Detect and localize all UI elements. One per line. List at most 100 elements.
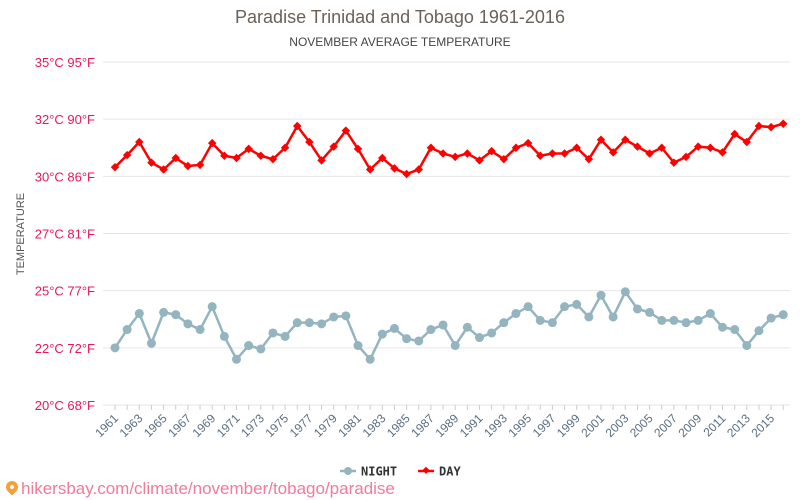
day-data-point — [232, 153, 241, 163]
night-data-point — [693, 315, 703, 325]
night-data-point — [183, 319, 193, 329]
day-data-point — [450, 152, 460, 162]
x-tick-label: 1979 — [311, 411, 340, 440]
x-tick-label: 1969 — [190, 411, 219, 440]
source-link[interactable]: hikersbay.com/climate/november/tobago/pa… — [3, 478, 395, 499]
y-tick-label: 22°C 72°F — [35, 341, 95, 356]
x-tick-label: 1985 — [384, 411, 413, 440]
night-data-point — [377, 329, 387, 339]
x-tick-label: 2003 — [603, 411, 632, 440]
day-data-point — [244, 144, 253, 154]
night-data-point — [596, 290, 606, 300]
x-tick-label: 1993 — [481, 411, 510, 440]
legend-label-day: DAY — [439, 465, 461, 479]
x-tick-label: 2001 — [578, 411, 607, 440]
day-data-point — [159, 165, 168, 174]
day-data-point — [256, 151, 266, 160]
x-tick-label: 1961 — [92, 411, 121, 440]
x-tick-label: 1991 — [457, 411, 486, 440]
day-data-point — [171, 153, 180, 163]
day-data-point — [207, 138, 217, 148]
y-axis-label: TEMPERATURE — [15, 193, 27, 275]
x-tick-label: 1983 — [360, 411, 389, 440]
night-data-point — [487, 328, 497, 338]
x-tick-label: 1997 — [530, 411, 559, 440]
day-data-point — [438, 149, 448, 158]
day-data-point — [147, 158, 156, 167]
x-tick-label: 1973 — [238, 411, 267, 440]
day-data-point — [560, 149, 569, 158]
day-data-point — [487, 146, 496, 156]
day-series-line — [114, 122, 784, 176]
night-data-point — [244, 341, 254, 351]
night-data-point — [341, 311, 351, 321]
night-data-point — [535, 315, 545, 325]
night-data-point — [207, 302, 217, 312]
x-tick-label: 1975 — [262, 411, 291, 440]
legend-marker — [344, 467, 352, 475]
legend-label-night: NIGHT — [361, 465, 397, 479]
day-data-point — [548, 149, 557, 158]
night-data-point — [608, 312, 618, 322]
x-tick-label: 1995 — [505, 411, 534, 440]
night-data-point — [766, 313, 776, 323]
night-data-point — [159, 307, 169, 317]
legend-marker — [422, 466, 430, 474]
night-data-point — [389, 323, 399, 333]
night-data-point — [134, 309, 144, 319]
night-data-point — [171, 310, 181, 320]
chart-subtitle: NOVEMBER AVERAGE TEMPERATURE — [289, 35, 511, 49]
day-data-point — [195, 160, 205, 170]
night-data-point — [560, 302, 570, 312]
night-data-point — [718, 322, 727, 332]
night-data-point — [195, 325, 205, 335]
night-data-point — [523, 302, 533, 312]
night-data-point — [353, 341, 363, 351]
night-data-point — [499, 318, 509, 328]
night-data-point — [414, 336, 424, 346]
day-data-point — [475, 156, 484, 165]
day-data-point — [402, 169, 411, 179]
night-data-point — [256, 344, 266, 354]
night-data-point — [632, 304, 642, 314]
night-data-point — [778, 310, 788, 320]
day-data-point — [390, 164, 399, 173]
x-tick-label: 1999 — [554, 411, 583, 440]
night-data-point — [122, 325, 132, 335]
day-data-point — [305, 137, 314, 147]
night-data-point — [450, 341, 460, 351]
x-tick-label: 1971 — [214, 411, 243, 440]
day-data-point — [317, 156, 326, 165]
night-data-point — [329, 312, 339, 322]
x-tick-label: 2011 — [700, 411, 728, 439]
night-data-point — [645, 307, 655, 317]
night-data-point — [317, 319, 327, 329]
day-data-point — [779, 119, 788, 128]
day-data-point — [426, 143, 436, 152]
night-data-point — [620, 287, 630, 297]
day-data-point — [293, 121, 302, 131]
y-tick-label: 30°C 86°F — [35, 169, 95, 184]
night-data-point — [292, 318, 302, 328]
x-tick-label: 1981 — [335, 411, 364, 440]
x-tick-label: 2005 — [627, 411, 656, 440]
x-tick-label: 2015 — [748, 411, 777, 440]
night-data-point — [219, 331, 229, 341]
night-data-point — [110, 343, 120, 353]
night-data-point — [705, 309, 715, 319]
day-data-point — [329, 142, 338, 151]
y-tick-label: 25°C 77°F — [35, 284, 95, 299]
night-data-point — [280, 331, 290, 341]
night-data-point — [572, 299, 582, 309]
day-data-point — [220, 151, 229, 160]
day-data-point — [706, 143, 715, 152]
night-data-point — [304, 318, 314, 328]
day-data-point — [353, 144, 363, 154]
night-data-point — [146, 338, 156, 348]
night-data-point — [426, 325, 436, 335]
x-tick-label: 1965 — [141, 411, 170, 440]
x-tick-label: 1967 — [165, 411, 194, 440]
night-data-point — [232, 354, 241, 364]
day-data-point — [268, 154, 278, 164]
